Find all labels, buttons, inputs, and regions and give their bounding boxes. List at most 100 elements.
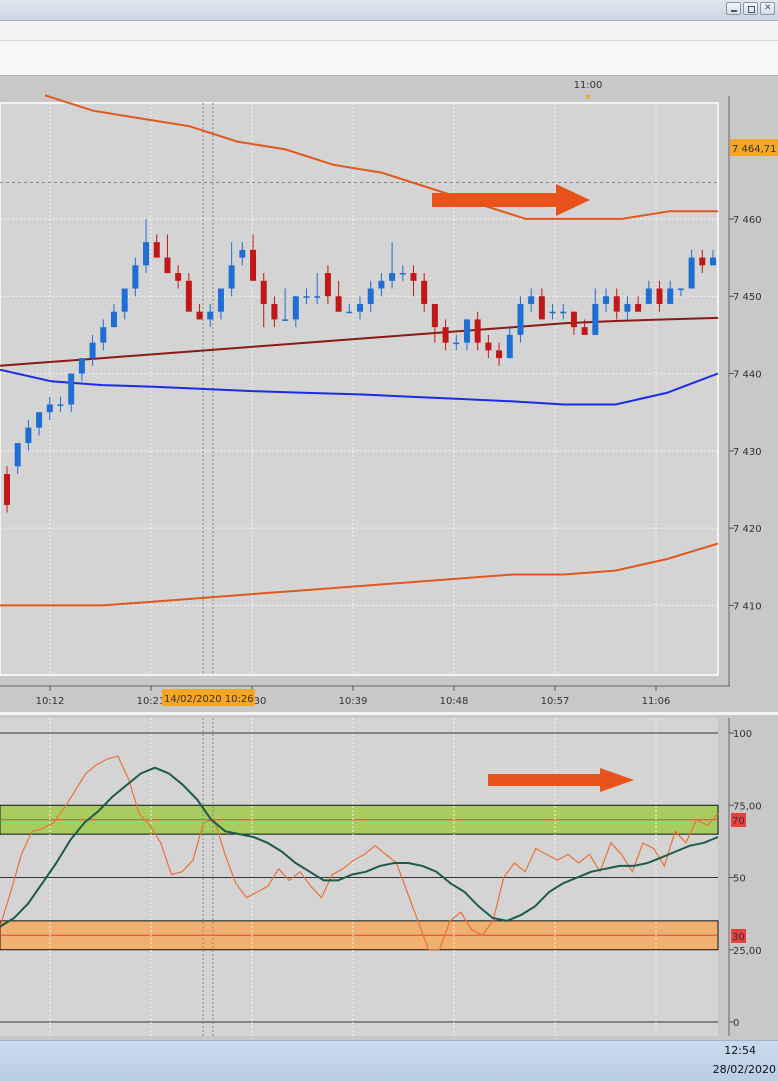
clock-time[interactable]: 12:54 <box>724 1044 756 1057</box>
candle-body <box>207 311 214 320</box>
candle-body <box>271 303 278 320</box>
candle-body <box>46 404 53 413</box>
clock-date[interactable]: 28/02/2020 <box>712 1063 776 1076</box>
candle-body <box>431 303 438 328</box>
maximize-icon <box>748 6 755 13</box>
candle-body <box>528 296 535 304</box>
candle-body <box>314 296 321 298</box>
price-tick-label: 7 440 <box>733 370 762 381</box>
rsi-grid <box>0 718 718 1036</box>
panel-separator[interactable] <box>0 712 778 715</box>
candle-body <box>303 296 310 298</box>
bollinger-lower-line <box>0 542 719 607</box>
minimize-button[interactable] <box>726 2 741 15</box>
candle-body <box>217 288 224 312</box>
close-icon: ✕ <box>764 3 772 13</box>
candle-body <box>110 311 117 328</box>
toolbar-strip <box>0 21 778 41</box>
rsi-tick-label: 100 <box>733 729 752 740</box>
candle-body <box>677 288 684 291</box>
candle-body <box>688 257 695 289</box>
candle-body <box>549 311 556 314</box>
time-tick-label: 10:21 <box>137 696 166 707</box>
time-tick-label: 10:57 <box>541 696 570 707</box>
candle-body <box>538 296 545 320</box>
crosshair-date-badge <box>162 689 255 706</box>
window-titlebar: ✕ <box>0 0 778 21</box>
candle-body <box>517 303 524 335</box>
candle-body <box>68 373 75 405</box>
candle-body <box>4 474 10 505</box>
candle-body <box>496 350 503 359</box>
candle-body <box>710 257 716 266</box>
candle-body <box>367 288 374 304</box>
ma-blue-line <box>0 368 719 406</box>
candle-body <box>164 257 171 274</box>
candle-body <box>613 296 620 312</box>
maximize-button[interactable] <box>743 2 758 15</box>
rsi-slow-line <box>0 766 719 928</box>
candle-body <box>228 265 235 289</box>
candle-body <box>292 296 299 320</box>
minimize-icon <box>731 10 737 12</box>
candle-body <box>635 303 642 312</box>
candle-body <box>453 342 460 345</box>
candle-body <box>89 342 96 359</box>
rsi-tick-label: 75,00 <box>733 801 762 812</box>
candle-body <box>250 249 257 281</box>
candlesticks <box>4 218 716 513</box>
candle-body <box>699 257 706 266</box>
candle-body <box>645 288 652 304</box>
candle-body <box>378 280 385 289</box>
price-tick-label: 7 460 <box>733 215 762 226</box>
candle-body <box>196 311 203 320</box>
candle-body <box>324 273 331 297</box>
current-price-label: 7 464,71 <box>732 144 777 155</box>
candle-body <box>185 280 192 312</box>
candle-body <box>132 265 139 289</box>
candle-body <box>100 327 107 343</box>
candle-body <box>603 296 610 304</box>
rsi-70-label: 70 <box>732 816 745 827</box>
toolbar-strip-secondary <box>0 41 778 76</box>
candle-body <box>560 311 567 314</box>
candle-body <box>175 273 182 281</box>
candle-body <box>581 327 588 335</box>
rsi-30-badge <box>731 929 746 943</box>
candle-body <box>399 273 406 275</box>
price-tick-label: 7 420 <box>733 524 762 535</box>
rsi-tick-label: 0 <box>733 1018 739 1029</box>
candle-body <box>57 404 64 406</box>
price-y-axis: 7 410 7 420 7 430 7 440 7 450 7 460 <box>729 215 762 612</box>
candle-body <box>624 303 631 312</box>
bollinger-bands <box>0 94 719 607</box>
time-tick-label: 10:39 <box>339 696 368 707</box>
rsi-zones <box>0 804 719 951</box>
rsi-tick-label: 25,00 <box>733 946 762 957</box>
price-tick-label: 7 450 <box>733 292 762 303</box>
rsi-y-axis: 0 25,00 50 75,00 100 <box>729 729 762 1029</box>
rsi-70-badge <box>731 813 746 827</box>
candle-body <box>239 249 246 258</box>
candle-body <box>421 280 428 304</box>
candle-body <box>410 273 417 281</box>
candle-body <box>260 280 267 304</box>
rsi-30-label: 30 <box>732 932 745 943</box>
rsi-fast-line <box>0 755 719 951</box>
candle-body <box>389 273 396 281</box>
trend-arrow-rsi <box>488 768 634 792</box>
candle-body <box>485 342 492 351</box>
top-time-label: 11:00 <box>574 80 603 91</box>
candle-body <box>656 288 663 304</box>
candle-body <box>506 334 513 359</box>
candle-body <box>78 358 85 374</box>
rsi-lines <box>0 755 719 951</box>
candle-body <box>121 288 128 312</box>
crosshair-date-label: 14/02/2020 10:26 <box>164 694 254 705</box>
current-price-badge <box>730 139 778 156</box>
time-tick-label: 10:48 <box>440 696 469 707</box>
candle-body <box>25 427 32 444</box>
close-button[interactable]: ✕ <box>760 2 775 15</box>
candle-body <box>143 242 150 266</box>
